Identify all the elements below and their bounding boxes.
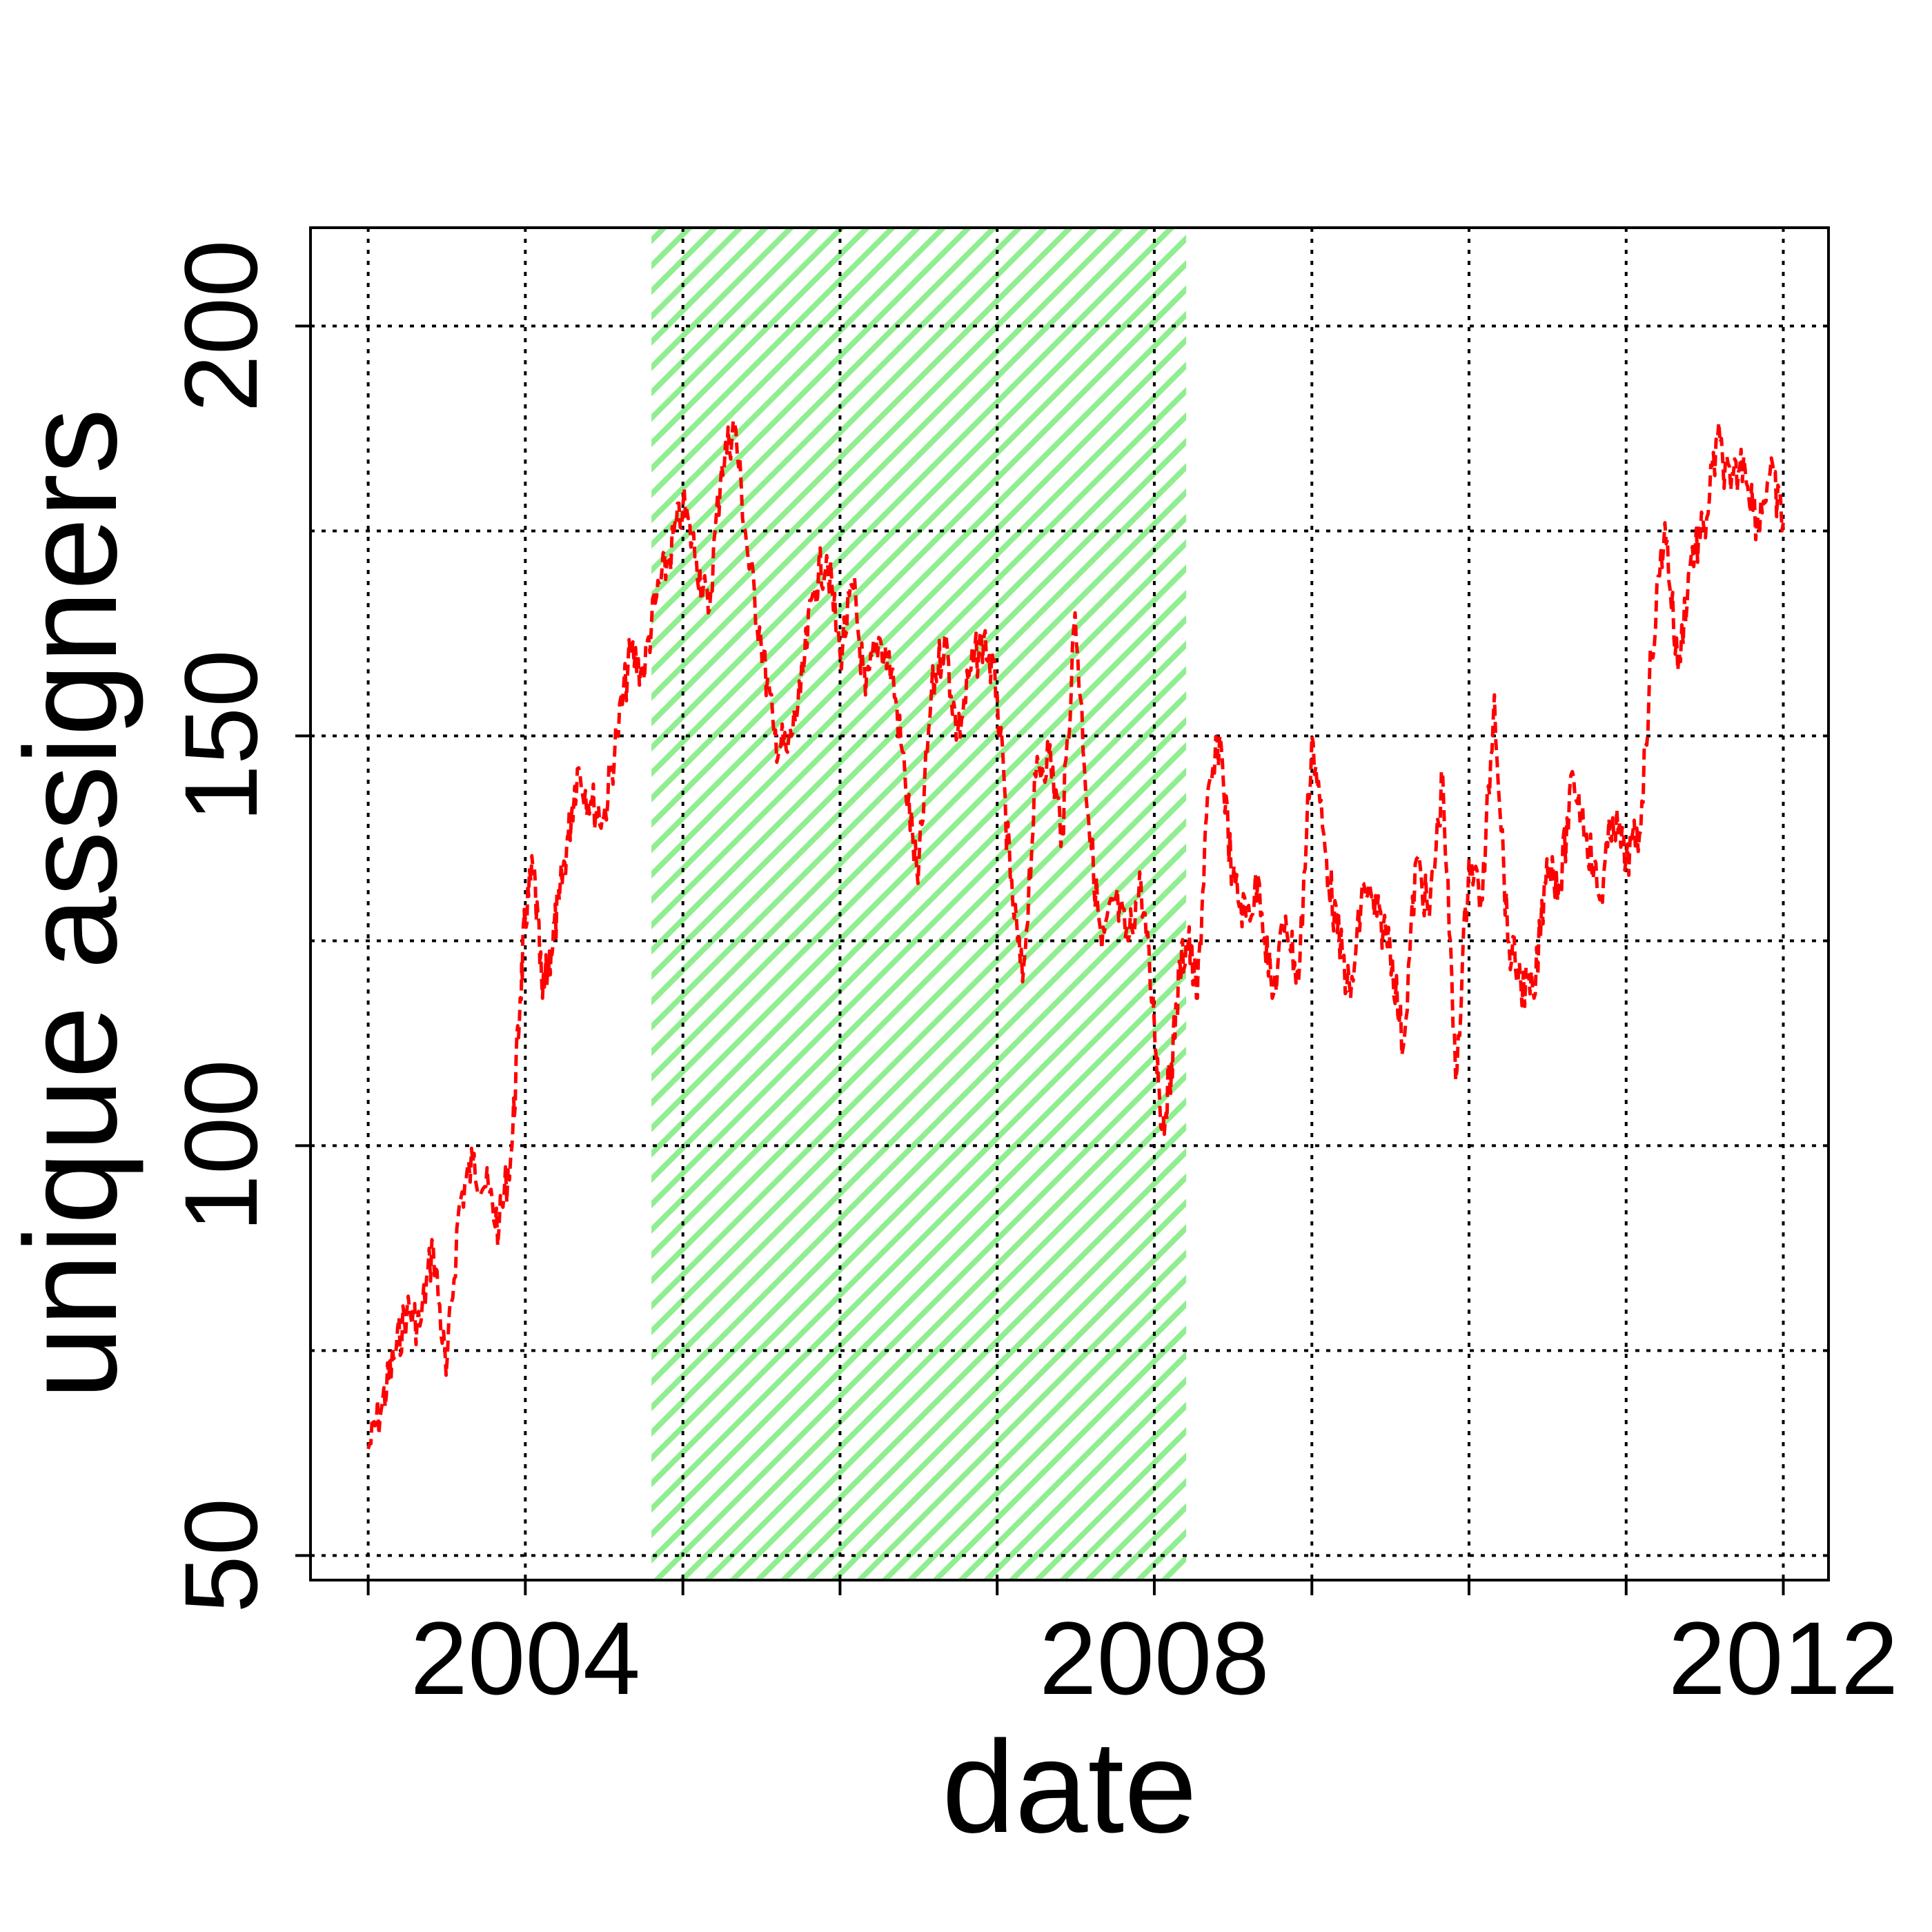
x-tick-label: 2012 <box>1668 1600 1899 1716</box>
series-layer <box>366 418 1785 1450</box>
x-tick-label: 2008 <box>1039 1600 1270 1716</box>
y-tick-label: 50 <box>163 1498 279 1613</box>
y-tick-label: 200 <box>163 239 279 412</box>
y-axis-title: unique assigners <box>0 408 144 1400</box>
axis-layer: 2004 2008 2012 50 100 150 200 <box>163 239 1898 1716</box>
plot-frame <box>309 226 1830 1581</box>
y-tick-label: 100 <box>163 1059 279 1232</box>
grid-layer <box>310 228 1828 1580</box>
series-line <box>366 418 1785 1450</box>
y-tick-label: 150 <box>163 649 279 822</box>
x-tick-label: 2004 <box>410 1600 640 1716</box>
x-axis-title: date <box>942 1714 1197 1860</box>
